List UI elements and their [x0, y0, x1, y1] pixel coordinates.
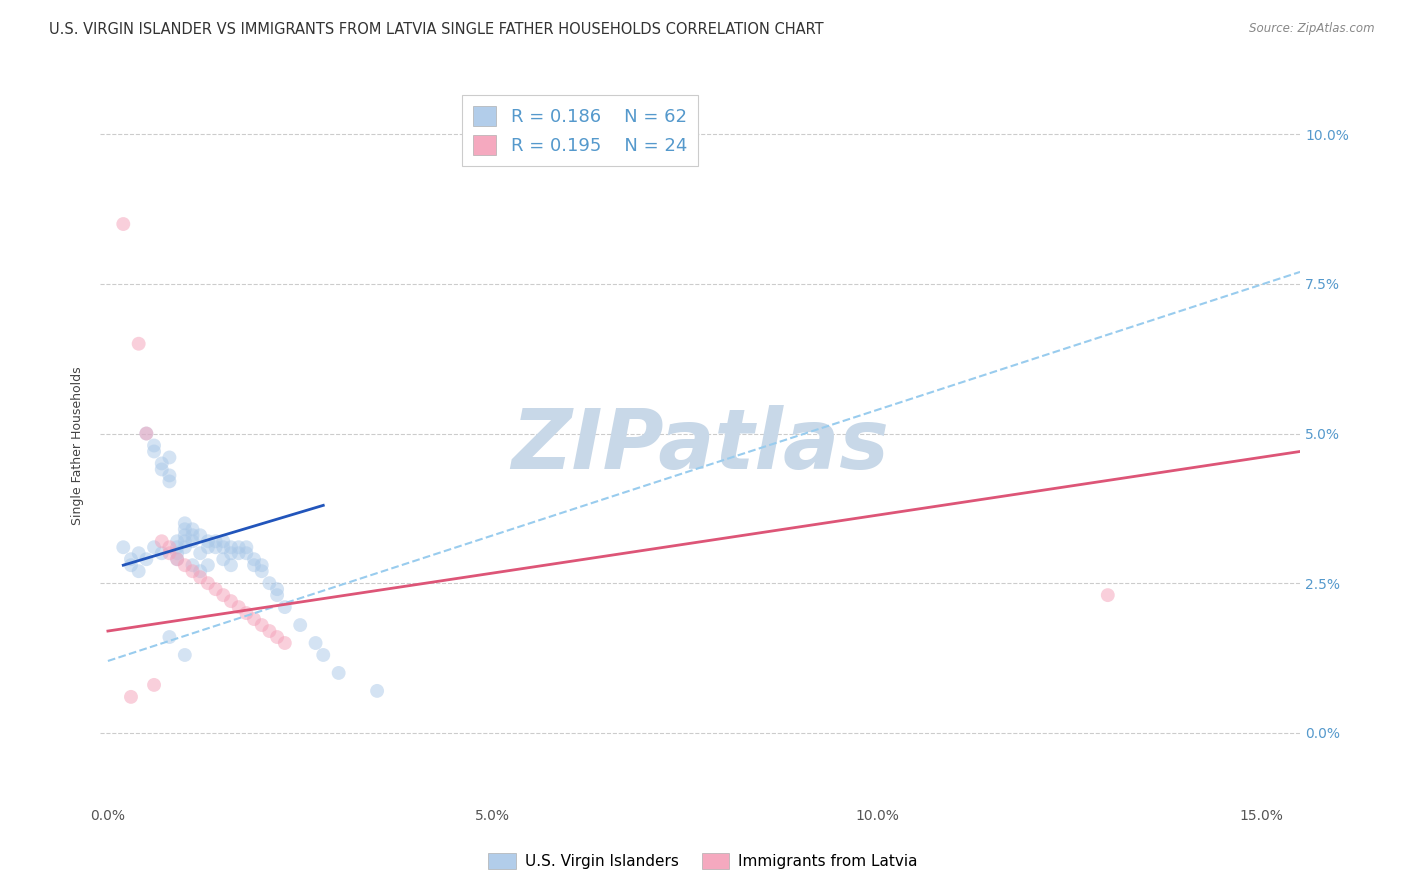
Point	[120, 558, 142, 573]
Point	[235, 546, 257, 560]
Point	[166, 552, 188, 566]
Point	[228, 541, 250, 555]
Point	[181, 528, 204, 542]
Point	[304, 636, 326, 650]
Point	[173, 528, 195, 542]
Point	[219, 558, 242, 573]
Point	[266, 588, 288, 602]
Point	[150, 546, 173, 560]
Point	[181, 564, 204, 578]
Point	[173, 516, 195, 531]
Point	[188, 546, 211, 560]
Point	[197, 541, 219, 555]
Point	[181, 522, 204, 536]
Point	[266, 582, 288, 596]
Point	[219, 541, 242, 555]
Point	[181, 534, 204, 549]
Point	[212, 534, 235, 549]
Point	[204, 582, 226, 596]
Point	[212, 588, 235, 602]
Point	[204, 541, 226, 555]
Point	[219, 546, 242, 560]
Point	[197, 558, 219, 573]
Point	[173, 648, 195, 662]
Point	[243, 558, 266, 573]
Point	[143, 541, 166, 555]
Point	[204, 534, 226, 549]
Point	[228, 600, 250, 615]
Point	[290, 618, 312, 632]
Legend: U.S. Virgin Islanders, Immigrants from Latvia: U.S. Virgin Islanders, Immigrants from L…	[482, 847, 924, 875]
Point	[243, 552, 266, 566]
Point	[159, 450, 181, 465]
Point	[188, 570, 211, 584]
Point	[228, 546, 250, 560]
Point	[135, 426, 157, 441]
Point	[274, 636, 297, 650]
Point	[235, 541, 257, 555]
Point	[1097, 588, 1119, 602]
Point	[159, 630, 181, 644]
Point	[166, 546, 188, 560]
Point	[266, 630, 288, 644]
Point	[135, 552, 157, 566]
Point	[188, 564, 211, 578]
Point	[135, 426, 157, 441]
Point	[259, 624, 281, 638]
Point	[250, 618, 273, 632]
Point	[219, 594, 242, 608]
Point	[181, 558, 204, 573]
Point	[112, 217, 135, 231]
Point	[128, 546, 150, 560]
Point	[112, 541, 135, 555]
Point	[159, 475, 181, 489]
Point	[197, 576, 219, 591]
Point	[197, 534, 219, 549]
Text: U.S. VIRGIN ISLANDER VS IMMIGRANTS FROM LATVIA SINGLE FATHER HOUSEHOLDS CORRELAT: U.S. VIRGIN ISLANDER VS IMMIGRANTS FROM …	[49, 22, 824, 37]
Point	[120, 552, 142, 566]
Point	[259, 576, 281, 591]
Point	[250, 564, 273, 578]
Point	[150, 457, 173, 471]
Point	[143, 678, 166, 692]
Point	[150, 534, 173, 549]
Point	[173, 522, 195, 536]
Point	[143, 438, 166, 452]
Point	[166, 534, 188, 549]
Point	[150, 462, 173, 476]
Legend: R = 0.186    N = 62, R = 0.195    N = 24: R = 0.186 N = 62, R = 0.195 N = 24	[463, 95, 699, 166]
Point	[173, 558, 195, 573]
Point	[143, 444, 166, 458]
Point	[159, 468, 181, 483]
Point	[366, 684, 388, 698]
Point	[312, 648, 335, 662]
Text: ZIPatlas: ZIPatlas	[512, 405, 889, 486]
Y-axis label: Single Father Households: Single Father Households	[72, 367, 84, 524]
Point	[243, 612, 266, 626]
Point	[212, 552, 235, 566]
Point	[159, 546, 181, 560]
Text: Source: ZipAtlas.com: Source: ZipAtlas.com	[1250, 22, 1375, 36]
Point	[120, 690, 142, 704]
Point	[328, 665, 350, 680]
Point	[128, 564, 150, 578]
Point	[173, 541, 195, 555]
Point	[274, 600, 297, 615]
Point	[250, 558, 273, 573]
Point	[173, 534, 195, 549]
Point	[166, 552, 188, 566]
Point	[235, 606, 257, 620]
Point	[212, 541, 235, 555]
Point	[128, 336, 150, 351]
Point	[188, 528, 211, 542]
Point	[166, 541, 188, 555]
Point	[159, 541, 181, 555]
